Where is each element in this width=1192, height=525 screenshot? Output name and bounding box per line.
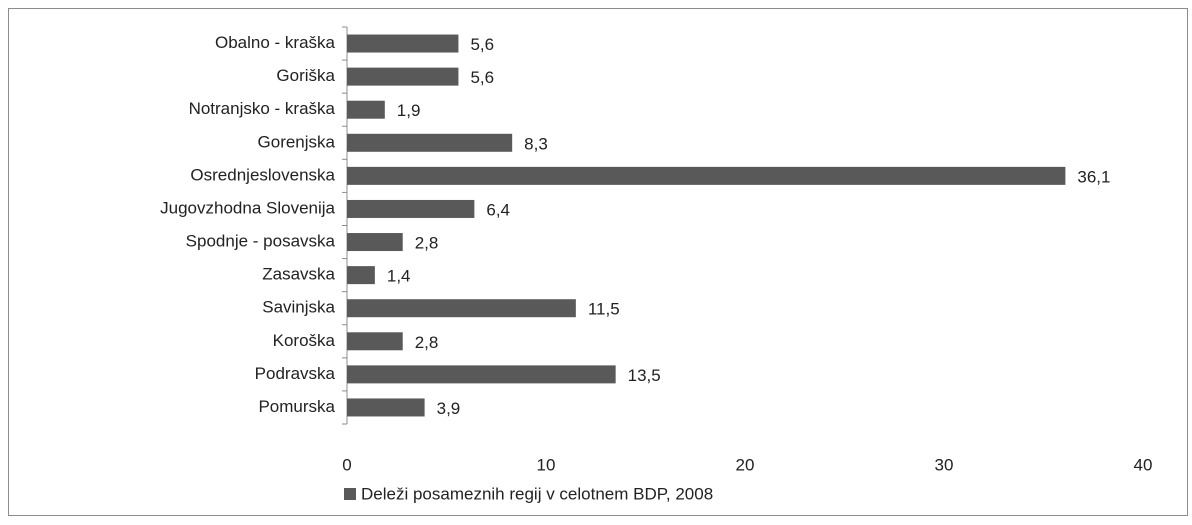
- x-tick-label: 20: [736, 455, 755, 474]
- bar: [347, 34, 459, 53]
- y-tick-label: Podravska: [255, 364, 336, 383]
- bar: [347, 332, 403, 351]
- y-tick-label: Gorenjska: [258, 132, 336, 151]
- legend-swatch: [344, 488, 356, 500]
- y-tick-label: Pomurska: [258, 397, 335, 416]
- bar: [347, 133, 513, 152]
- y-tick-label: Notranjsko - kraška: [189, 99, 336, 118]
- value-label: 6,4: [486, 200, 510, 219]
- y-tick-label: Koroška: [273, 331, 336, 350]
- bar: [347, 100, 385, 119]
- y-tick-label: Jugovzhodna Slovenija: [160, 198, 335, 217]
- value-label: 11,5: [588, 300, 620, 319]
- y-tick-label: Obalno - kraška: [215, 33, 336, 52]
- bar: [347, 166, 1066, 185]
- value-label: 5,6: [470, 35, 494, 54]
- y-tick-label: Savinjska: [262, 298, 335, 317]
- value-label: 36,1: [1077, 167, 1110, 186]
- bar: [347, 199, 475, 218]
- value-label: 5,6: [470, 68, 494, 87]
- x-tick-label: 10: [537, 455, 556, 474]
- chart-frame: [8, 8, 1188, 516]
- bar: [347, 398, 425, 417]
- bar: [347, 266, 375, 285]
- x-tick-label: 0: [342, 455, 351, 474]
- legend-label: Deleži posameznih regij v celotnem BDP, …: [361, 484, 713, 503]
- value-label: 1,4: [387, 267, 411, 286]
- value-label: 1,9: [397, 101, 421, 120]
- bar: [347, 233, 403, 252]
- x-tick-label: 30: [935, 455, 954, 474]
- value-label: 2,8: [415, 234, 439, 253]
- x-tick-label: 40: [1134, 455, 1153, 474]
- y-tick-label: Osrednjeslovenska: [190, 165, 335, 184]
- bar: [347, 67, 459, 86]
- bar: [347, 299, 576, 318]
- bar: [347, 365, 616, 384]
- value-label: 2,8: [415, 333, 439, 352]
- y-tick-label: Spodnje - posavska: [186, 232, 336, 251]
- value-label: 3,9: [437, 399, 461, 418]
- y-tick-label: Zasavska: [262, 265, 335, 284]
- y-tick-label: Goriška: [276, 66, 335, 85]
- value-label: 8,3: [524, 134, 548, 153]
- value-label: 13,5: [628, 366, 661, 385]
